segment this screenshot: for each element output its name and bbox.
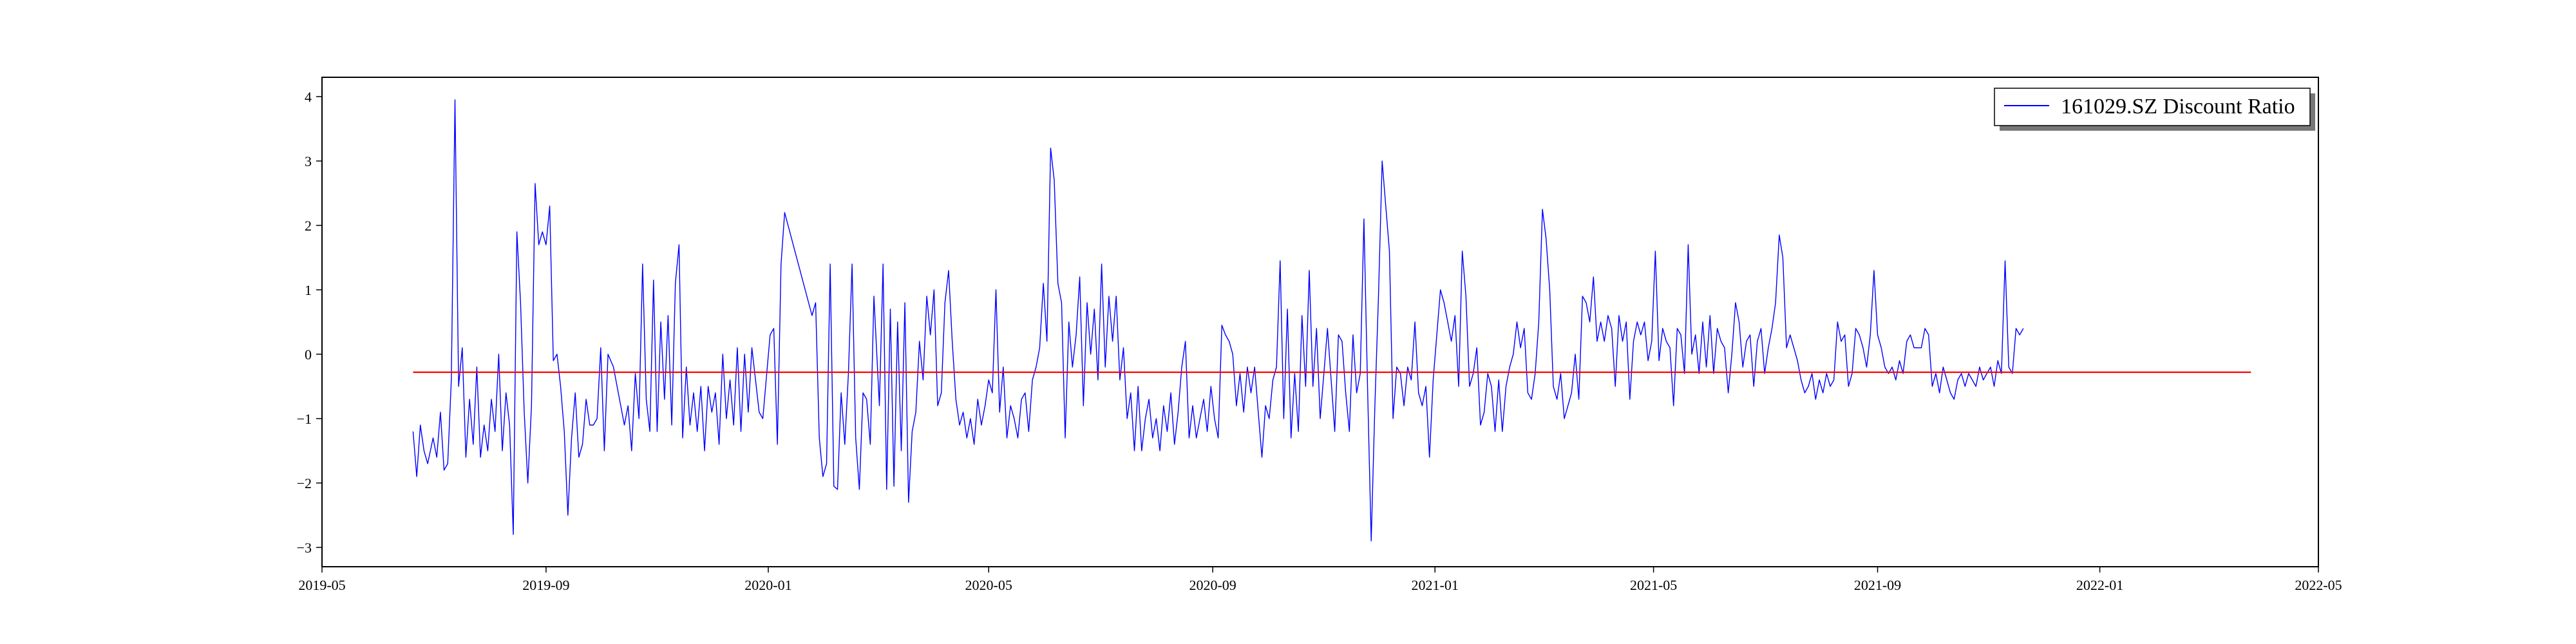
y-axis: −3 −2 −1 0 1 2 3 4 [297,89,322,556]
plot-area [321,77,2319,567]
legend-label: 161029.SZ Discount Ratio [2061,95,2295,118]
axes-frame [321,77,2319,567]
y-tick-label: −3 [297,540,312,556]
x-tick-label: 2021-09 [1854,577,1901,593]
x-tick-label: 2020-01 [744,577,791,593]
legend: 161029.SZ Discount Ratio [1994,88,2315,131]
series-layer [412,99,2251,542]
y-tick-label: 4 [305,89,312,105]
x-tick-label: 2019-09 [522,577,569,593]
y-tick-label: −2 [297,475,312,491]
x-axis: 2019-05 2019-09 2020-01 2020-05 2020-09 2021-… [298,567,2342,593]
discount-ratio-series-line [412,99,2024,542]
x-tick-label: 2021-05 [1630,577,1677,593]
x-tick-label: 2022-01 [2076,577,2123,593]
x-tick-label: 2021-01 [1412,577,1459,593]
y-tick-label: 1 [305,282,312,298]
x-tick-label: 2020-05 [965,577,1012,593]
y-tick-label: 0 [305,346,312,363]
legend-box [1994,88,2311,126]
y-tick-label: 3 [305,153,312,169]
x-tick-label: 2022-05 [2295,577,2342,593]
x-tick-label: 2019-05 [298,577,345,593]
x-tick-label: 2020-09 [1189,577,1236,593]
y-tick-label: 2 [305,218,312,234]
y-tick-label: −1 [297,411,312,427]
